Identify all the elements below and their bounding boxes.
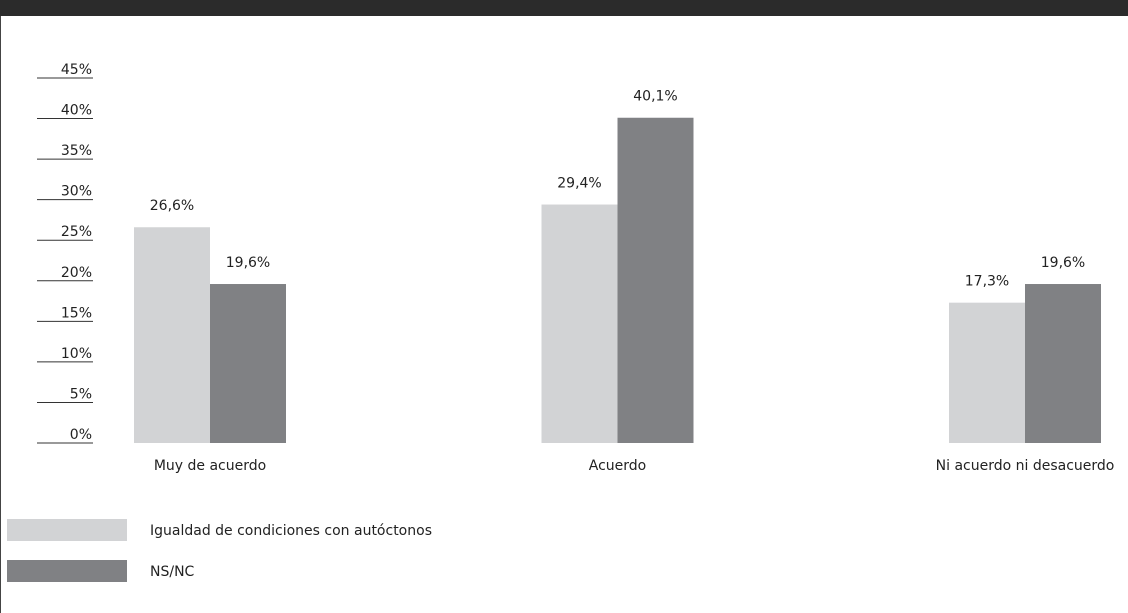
y-tick-label: 40% bbox=[61, 103, 92, 119]
y-tick-label: 30% bbox=[61, 184, 92, 200]
data-label: 19,6% bbox=[1041, 255, 1085, 271]
y-tick-label: 15% bbox=[61, 305, 92, 321]
bar bbox=[617, 117, 694, 443]
frame-left-border bbox=[0, 16, 1, 613]
data-label: 29,4% bbox=[557, 176, 601, 192]
bar bbox=[949, 302, 1025, 443]
y-tick-label: 25% bbox=[61, 224, 92, 240]
y-tick-label: 10% bbox=[61, 346, 92, 362]
x-category-label: Muy de acuerdo bbox=[154, 458, 266, 474]
data-label: 17,3% bbox=[965, 274, 1009, 290]
bar bbox=[541, 204, 618, 443]
y-tick-label: 0% bbox=[70, 427, 92, 443]
header-bar bbox=[0, 0, 1128, 16]
data-label: 19,6% bbox=[226, 255, 270, 271]
bar bbox=[134, 227, 210, 443]
bar bbox=[1025, 284, 1101, 443]
y-tick-label: 45% bbox=[61, 62, 92, 78]
legend-swatch bbox=[7, 519, 127, 541]
y-tick-label: 20% bbox=[61, 265, 92, 281]
data-label: 26,6% bbox=[150, 198, 194, 214]
legend-label: NS/NC bbox=[150, 564, 195, 580]
legend-label: Igualdad de condiciones con autóctonos bbox=[150, 523, 432, 539]
y-tick-label: 5% bbox=[70, 386, 92, 402]
x-category-label: Acuerdo bbox=[589, 458, 646, 474]
y-tick-label: 35% bbox=[61, 143, 92, 159]
data-label: 40,1% bbox=[633, 89, 677, 105]
bar bbox=[210, 284, 286, 443]
x-category-label: Ni acuerdo ni desacuerdo bbox=[936, 458, 1115, 474]
legend-swatch bbox=[7, 560, 127, 582]
